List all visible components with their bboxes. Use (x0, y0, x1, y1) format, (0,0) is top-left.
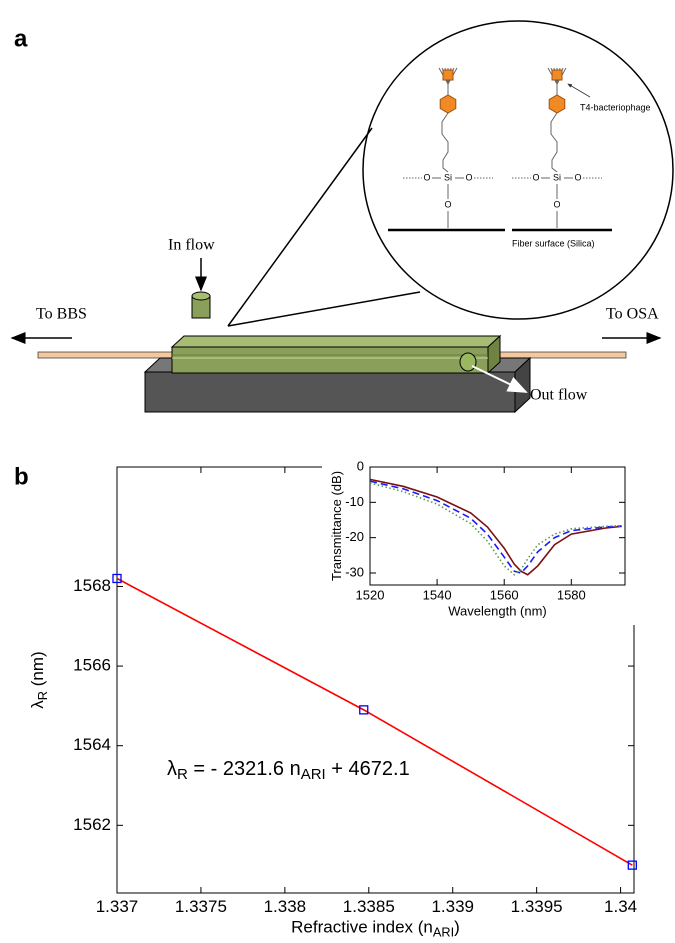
chart: 1.337 1.3375 1.338 1.3385 1.339 1.3395 1.34 156… (28, 466, 637, 940)
panel-label: a (14, 25, 28, 52)
data-point (359, 705, 369, 715)
molecule: O Si O O (388, 67, 505, 232)
y-tick-label: 1562 (73, 815, 111, 834)
arrow (471, 365, 528, 393)
x-tick-label: 1.338 (264, 897, 307, 916)
outlet (459, 352, 477, 372)
x-tick-label: 1560 (490, 587, 519, 602)
label-part: Refractive index (n (291, 918, 433, 937)
axis-label: Refractive index (nARI) (291, 918, 460, 940)
inlet-top (191, 291, 211, 301)
subscript: ARI (301, 766, 326, 783)
subscript: ARI (433, 925, 454, 940)
inset-background (322, 462, 635, 625)
atom: O (532, 172, 539, 182)
x-tick-label: 1.337 (96, 897, 139, 916)
label-part: ) (454, 918, 460, 937)
label: Fiber surface (Silica) (512, 238, 595, 248)
axis-label: Wavelength (nm) (448, 604, 547, 619)
label-part: λ (167, 758, 177, 780)
y-tick-label: -30 (345, 564, 364, 579)
channel-top (170, 335, 502, 348)
atom: Si (444, 172, 452, 182)
phage-capsid (548, 94, 566, 114)
x-tick-label: 1580 (557, 587, 586, 602)
label: T4-bacteriophage (580, 102, 651, 112)
x-tick-label: 1.34 (604, 897, 637, 916)
phage-head (551, 69, 563, 81)
x-tick-label: 1.3395 (511, 897, 563, 916)
label-part: + 4672.1 (326, 758, 410, 780)
subscript: R (177, 766, 188, 783)
chart: 1520 1540 1560 1580 0 -10 -20 -30 Wavelength (nm… (322, 458, 635, 625)
x-tick-label: 1520 (356, 587, 385, 602)
atom: O (444, 199, 451, 209)
zoom-line (227, 291, 421, 327)
atom: O (553, 199, 560, 209)
pointer (567, 83, 591, 98)
zoom-circle (362, 20, 674, 320)
x-tick-label: 1.339 (431, 897, 474, 916)
atom: O (574, 172, 581, 182)
series-line (116, 577, 633, 866)
label-part: Transmittance (dB) (329, 471, 344, 581)
y-tick-label: 1568 (73, 576, 111, 595)
label: To OSA (606, 306, 659, 323)
phage-capsid (439, 94, 457, 114)
linker-chain (550, 112, 558, 173)
x-tick-label: 1.3385 (343, 897, 395, 916)
label-part: = - 2321.6 n (188, 758, 301, 780)
y-tick-label: 0 (357, 458, 364, 473)
y-tick-label: -10 (345, 494, 364, 509)
y-tick-label: 1566 (73, 656, 111, 675)
panel-label: b (14, 463, 29, 490)
channel-front (171, 346, 489, 374)
label-part: λ (28, 700, 47, 709)
axis-label: λR = - 2321.6 nARI + 4672.1 (167, 758, 410, 783)
base-front (144, 371, 516, 413)
label: In flow (168, 237, 215, 254)
series-line (369, 478, 622, 576)
label: Out flow (530, 387, 588, 404)
x-tick-label: 1.3375 (175, 897, 227, 916)
series-line (369, 482, 622, 576)
data-point (112, 573, 122, 584)
linker-chain (441, 112, 449, 173)
molecule: O Si O O (512, 67, 612, 232)
label-part: (nm) (28, 651, 47, 691)
atom: Si (553, 172, 561, 182)
subscript: R (35, 691, 50, 700)
atom: O (423, 172, 430, 182)
axis-label: λR (nm) (28, 651, 50, 708)
label: To BBS (36, 306, 87, 323)
zoom-line (227, 127, 373, 327)
y-tick-label: -20 (345, 529, 364, 544)
data-point (627, 860, 637, 870)
phage-head (442, 69, 454, 81)
plot-frame (369, 466, 626, 586)
atom: O (465, 172, 472, 182)
axis-label: Transmittance (dB) (329, 471, 344, 581)
x-tick-label: 1540 (423, 587, 452, 602)
label-part: Wavelength (nm) (448, 604, 547, 619)
y-tick-label: 1564 (73, 735, 111, 754)
